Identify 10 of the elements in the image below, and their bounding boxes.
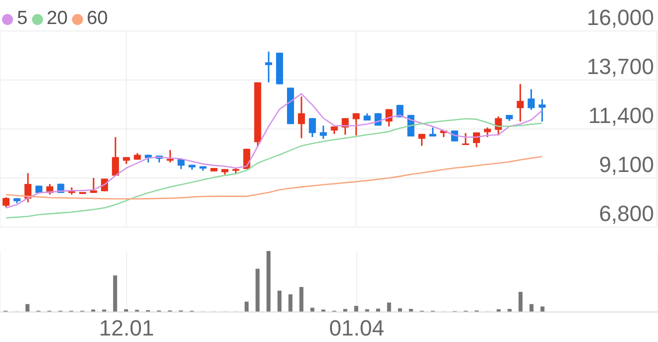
legend-label: 5	[17, 8, 28, 30]
legend-label: 60	[86, 8, 108, 30]
x-tick-label: 01.04	[329, 316, 384, 341]
legend-label: 20	[46, 8, 68, 30]
y-tick-label: 9,100	[598, 152, 654, 177]
y-tick-label: 6,800	[598, 201, 654, 226]
y-tick-label: 13,700	[586, 54, 654, 79]
y-tick-label: 11,400	[588, 103, 654, 128]
x-tick-label: 12.01	[99, 316, 154, 341]
y-tick-label: 16,000	[586, 5, 654, 30]
